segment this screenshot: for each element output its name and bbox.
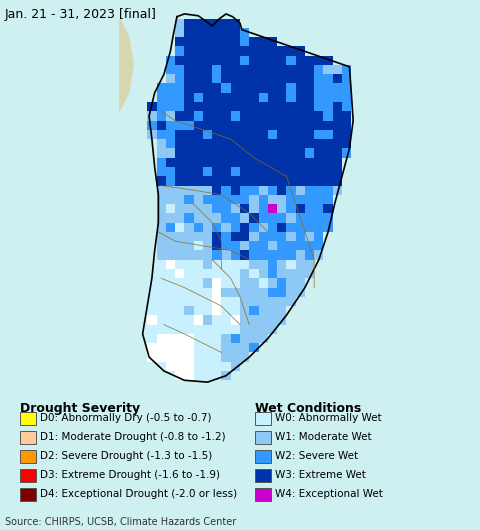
Polygon shape: [120, 19, 133, 111]
Text: Jan. 21 - 31, 2023 [final]: Jan. 21 - 31, 2023 [final]: [5, 8, 156, 21]
Text: W4: Exceptional Wet: W4: Exceptional Wet: [275, 489, 383, 499]
Bar: [255, 469, 271, 482]
Text: Drought Severity: Drought Severity: [20, 402, 140, 414]
Text: Source: CHIRPS, UCSB, Climate Hazards Center: Source: CHIRPS, UCSB, Climate Hazards Ce…: [5, 517, 236, 527]
Bar: [20, 469, 36, 482]
Bar: [20, 488, 36, 501]
Bar: [255, 450, 271, 463]
Text: D1: Moderate Drought (-0.8 to -1.2): D1: Moderate Drought (-0.8 to -1.2): [40, 432, 226, 441]
Bar: [255, 431, 271, 444]
Bar: [255, 488, 271, 501]
Text: D2: Severe Drought (-1.3 to -1.5): D2: Severe Drought (-1.3 to -1.5): [40, 450, 212, 461]
Text: Wet Conditions: Wet Conditions: [255, 402, 361, 414]
Text: D0: Abnormally Dry (-0.5 to -0.7): D0: Abnormally Dry (-0.5 to -0.7): [40, 413, 212, 422]
Bar: [20, 431, 36, 444]
Bar: [20, 412, 36, 425]
Text: D3: Extreme Drought (-1.6 to -1.9): D3: Extreme Drought (-1.6 to -1.9): [40, 470, 220, 480]
Text: W2: Severe Wet: W2: Severe Wet: [275, 450, 358, 461]
Text: W0: Abnormally Wet: W0: Abnormally Wet: [275, 413, 382, 422]
Bar: [20, 450, 36, 463]
Text: W3: Extreme Wet: W3: Extreme Wet: [275, 470, 366, 480]
Text: W1: Moderate Wet: W1: Moderate Wet: [275, 432, 372, 441]
Bar: [255, 412, 271, 425]
Text: D4: Exceptional Drought (-2.0 or less): D4: Exceptional Drought (-2.0 or less): [40, 489, 237, 499]
